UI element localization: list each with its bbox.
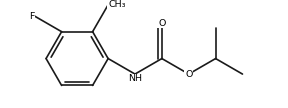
Text: O: O: [185, 70, 192, 79]
Text: CH₃: CH₃: [108, 0, 126, 9]
Text: O: O: [158, 19, 166, 28]
Text: F: F: [29, 12, 35, 21]
Text: NH: NH: [128, 74, 142, 83]
